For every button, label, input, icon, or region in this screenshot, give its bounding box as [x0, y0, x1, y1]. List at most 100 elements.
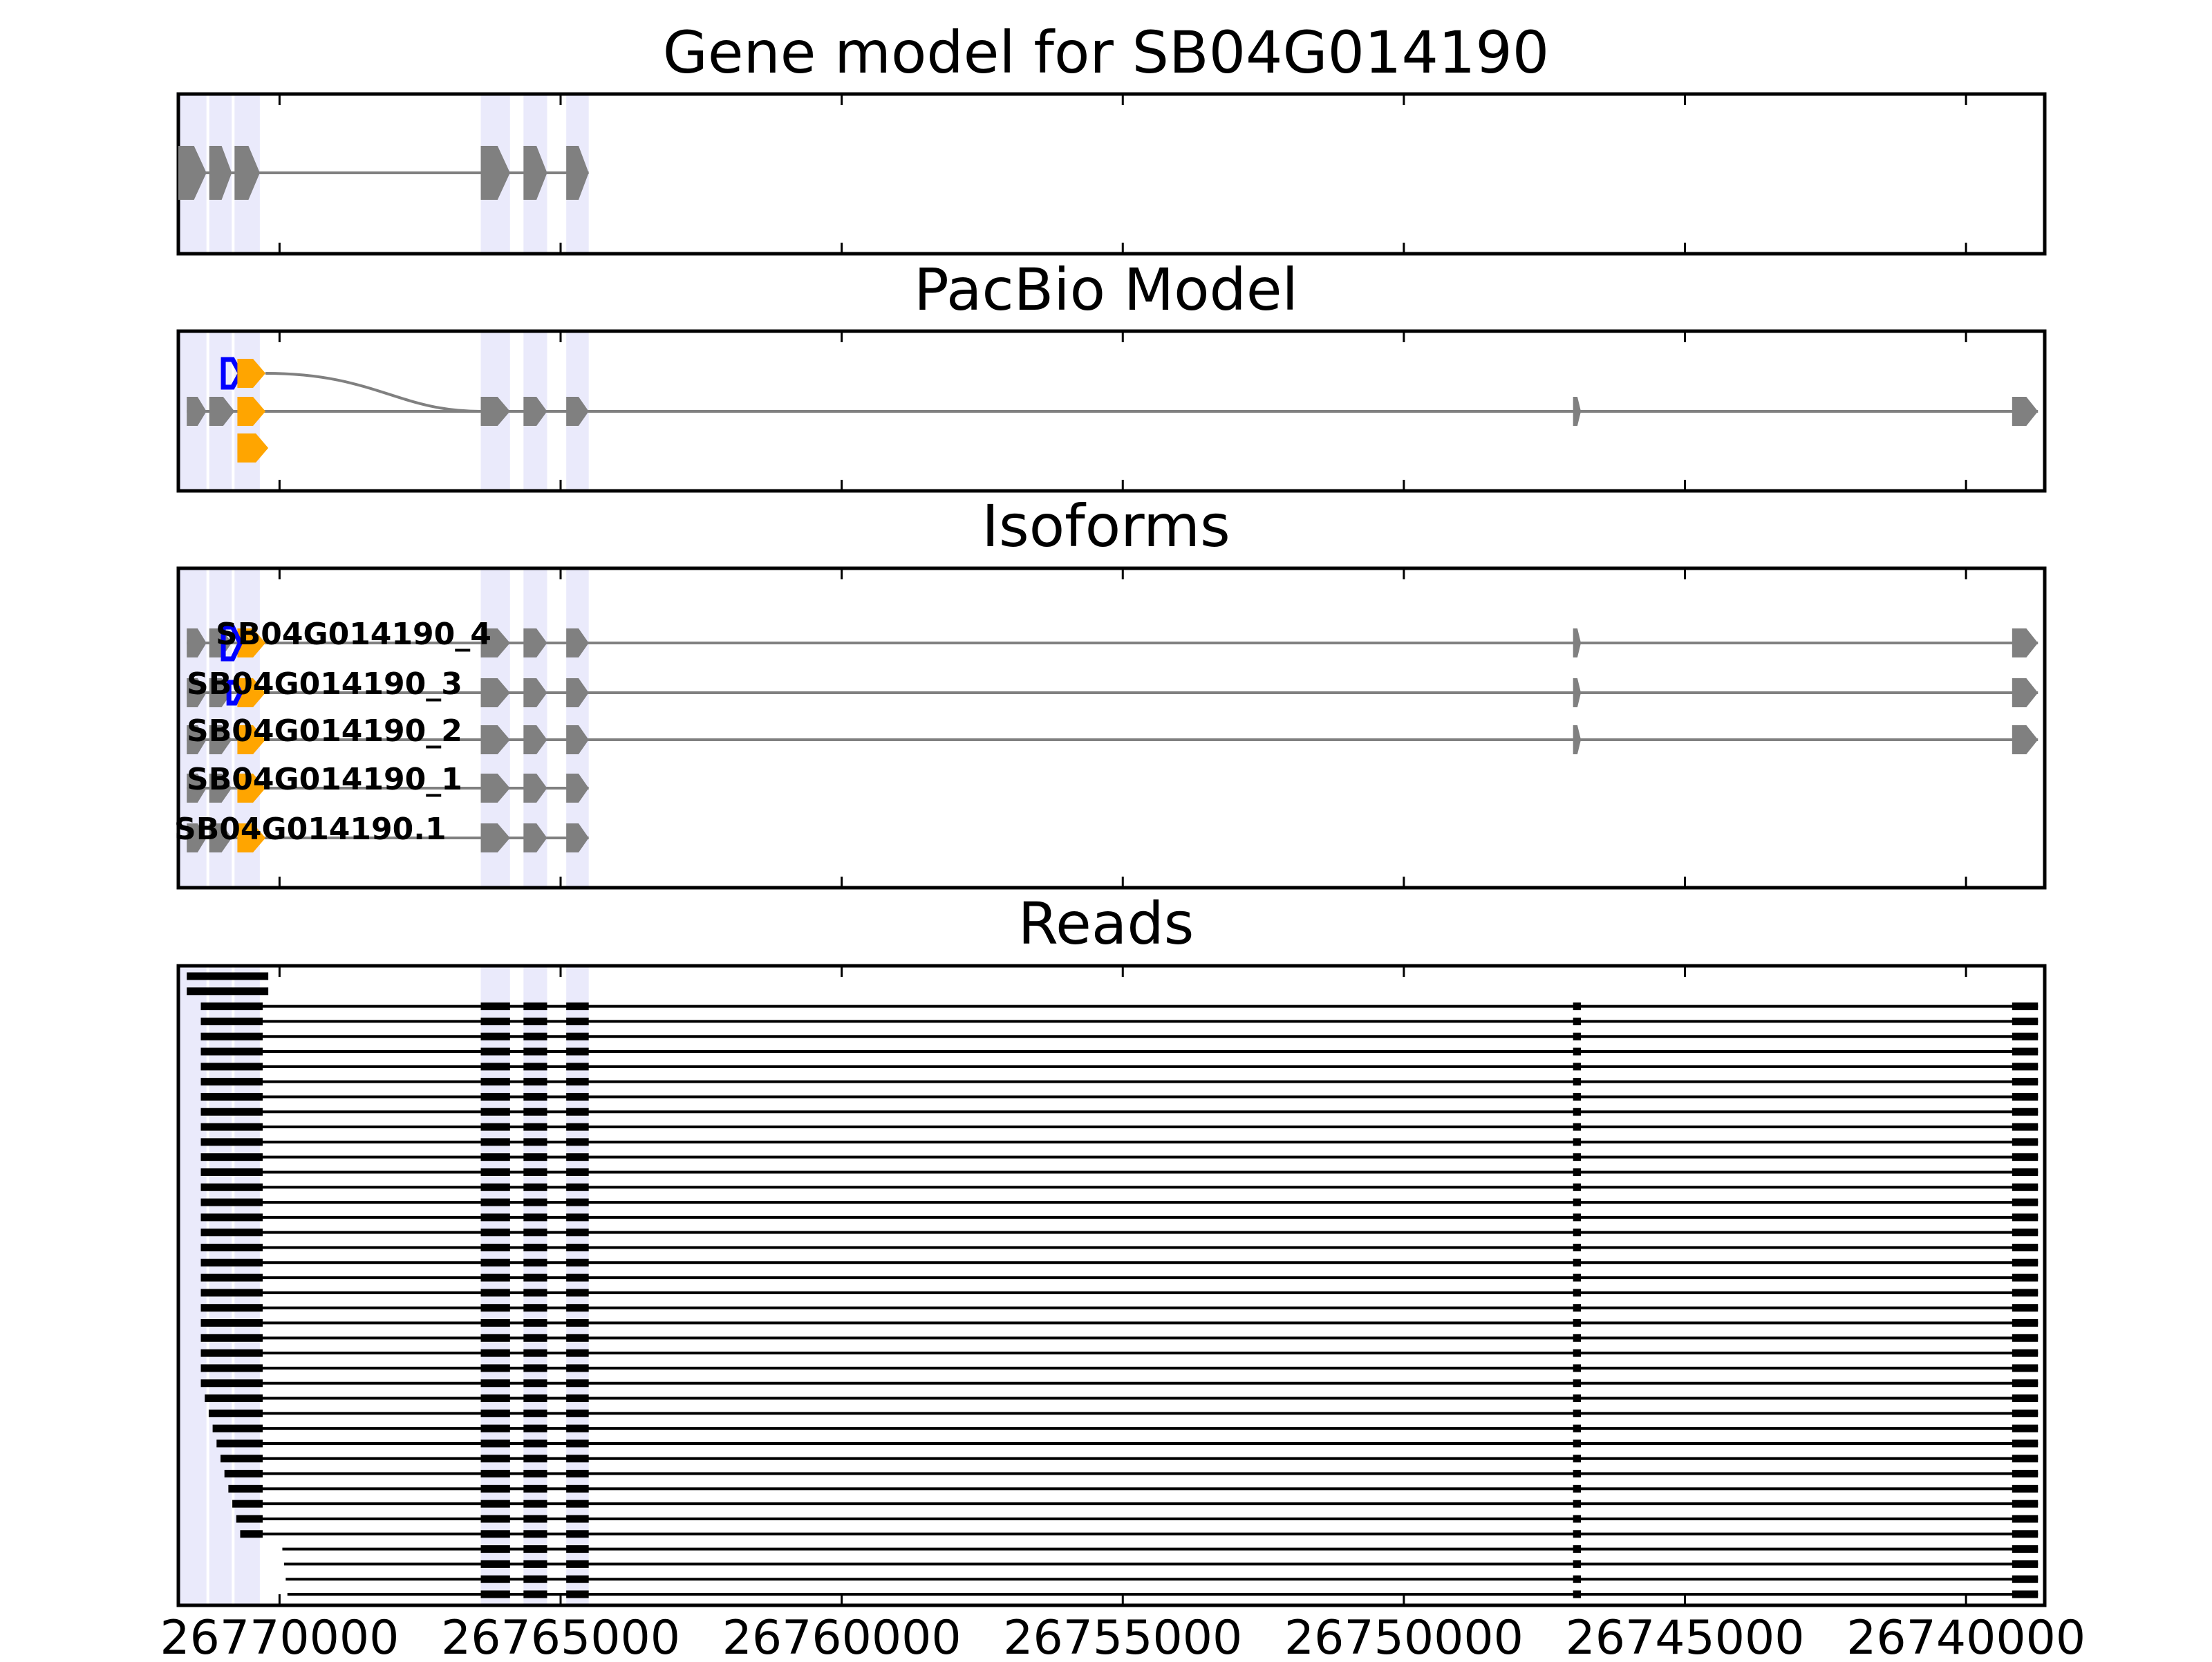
gene-exon-3	[480, 146, 510, 200]
read-15-exon-1	[523, 1198, 547, 1206]
isoform-0-exon-3	[1573, 628, 1582, 657]
isoform-3-orange	[237, 774, 266, 803]
read-0-exon	[187, 972, 269, 980]
read-28-exon-4	[2012, 1394, 2038, 1403]
read-18-exon-2	[566, 1243, 589, 1251]
read-9-exon-first	[200, 1108, 263, 1116]
read-18-exon-3	[1573, 1243, 1582, 1251]
reads-highlight-0	[178, 966, 207, 1605]
read-12-exon-4	[2012, 1153, 2038, 1161]
x-tick-label-4: 26750000	[1284, 1611, 1524, 1659]
read-15-exon-2	[566, 1198, 589, 1206]
read-3-exon-4	[2012, 1017, 2038, 1025]
gene-exon-0	[178, 146, 207, 200]
isoform-2-exon-1	[523, 725, 547, 754]
pacbio-exon-3	[1573, 397, 1582, 426]
read-19-exon-4	[2012, 1258, 2038, 1267]
read-33-exon-4	[2012, 1470, 2038, 1478]
read-19-exon-0	[480, 1258, 510, 1267]
read-38-exon-0	[480, 1545, 510, 1553]
read-3-exon-2	[566, 1017, 589, 1025]
read-25-exon-2	[566, 1349, 589, 1357]
read-34-exon-1	[523, 1484, 547, 1493]
pacbio-exon-0	[480, 397, 510, 426]
read-19-exon-3	[1573, 1258, 1582, 1267]
read-25-exon-3	[1573, 1349, 1582, 1357]
isoform-4-exon-2	[566, 823, 589, 852]
read-37-exon-3	[1573, 1530, 1582, 1538]
read-33-exon-first	[224, 1470, 263, 1478]
read-3-exon-1	[523, 1017, 547, 1025]
read-28-exon-first	[205, 1394, 263, 1403]
reads-highlight-2	[234, 966, 260, 1605]
read-11-exon-0	[480, 1138, 510, 1146]
read-24-exon-first	[200, 1334, 263, 1342]
read-14-exon-2	[566, 1183, 589, 1191]
read-40-exon-2	[566, 1575, 589, 1583]
read-14-exon-1	[523, 1183, 547, 1191]
read-12-exon-first	[200, 1153, 263, 1161]
read-19-exon-2	[566, 1258, 589, 1267]
read-26-exon-3	[1573, 1364, 1582, 1372]
read-33-exon-1	[523, 1470, 547, 1478]
read-31-exon-0	[480, 1439, 510, 1448]
isoform-0-exon-0	[480, 628, 510, 657]
read-8-exon-first	[200, 1092, 263, 1101]
isoform-1-orange	[237, 678, 266, 707]
read-16-exon-2	[566, 1213, 589, 1222]
read-18-exon-first	[200, 1243, 263, 1251]
read-2-exon-2	[566, 1002, 589, 1011]
pacbio-orange-row1	[237, 359, 266, 388]
read-31-exon-4	[2012, 1439, 2038, 1448]
read-18-exon-1	[523, 1243, 547, 1251]
read-11-exon-first	[200, 1138, 263, 1146]
read-30-exon-2	[566, 1424, 589, 1432]
read-18-exon-4	[2012, 1243, 2038, 1251]
read-22-exon-2	[566, 1304, 589, 1312]
read-30-exon-1	[523, 1424, 547, 1432]
read-15-exon-first	[200, 1198, 263, 1206]
read-29-exon-2	[566, 1409, 589, 1417]
read-30-exon-3	[1573, 1424, 1582, 1432]
reads-highlight-1	[209, 966, 232, 1605]
read-26-exon-2	[566, 1364, 589, 1372]
read-33-exon-0	[480, 1470, 510, 1478]
pacbio-orange-row3	[237, 433, 269, 463]
read-14-exon-3	[1573, 1183, 1582, 1191]
read-35-exon-4	[2012, 1500, 2038, 1508]
read-30-exon-first	[212, 1424, 263, 1432]
read-22-exon-0	[480, 1304, 510, 1312]
read-30-exon-4	[2012, 1424, 2038, 1432]
read-40-exon-0	[480, 1575, 510, 1583]
pacbio-splice-curve	[265, 372, 481, 413]
read-25-exon-1	[523, 1349, 547, 1357]
read-6-exon-2	[566, 1063, 589, 1071]
read-24-exon-1	[523, 1334, 547, 1342]
read-5-exon-4	[2012, 1047, 2038, 1056]
gene-exon-2	[234, 146, 260, 200]
read-2-exon-4	[2012, 1002, 2038, 1011]
read-39-exon-4	[2012, 1560, 2038, 1568]
read-21-exon-1	[523, 1289, 547, 1297]
read-8-exon-2	[566, 1092, 589, 1101]
read-11-exon-1	[523, 1138, 547, 1146]
read-23-exon-4	[2012, 1319, 2038, 1327]
read-9-exon-1	[523, 1108, 547, 1116]
isoform-1-exon-start-0	[187, 678, 207, 707]
isoform-label-2: SB04G014190_2	[187, 713, 462, 749]
read-4-exon-1	[523, 1032, 547, 1040]
read-13-exon-first	[200, 1168, 263, 1176]
read-38-exon-3	[1573, 1545, 1582, 1553]
reads-panel-title: Reads	[1018, 890, 1194, 958]
read-31-exon-2	[566, 1439, 589, 1448]
isoform-2-exon-3	[1573, 725, 1582, 754]
read-31-exon-first	[216, 1439, 263, 1448]
read-27-exon-first	[200, 1379, 263, 1388]
read-17-exon-2	[566, 1229, 589, 1237]
read-32-exon-4	[2012, 1455, 2038, 1463]
read-21-exon-first	[200, 1289, 263, 1297]
read-26-exon-0	[480, 1364, 510, 1372]
read-41-exon-3	[1573, 1590, 1582, 1598]
pacbio-frame	[176, 329, 2047, 493]
read-11-exon-3	[1573, 1138, 1582, 1146]
